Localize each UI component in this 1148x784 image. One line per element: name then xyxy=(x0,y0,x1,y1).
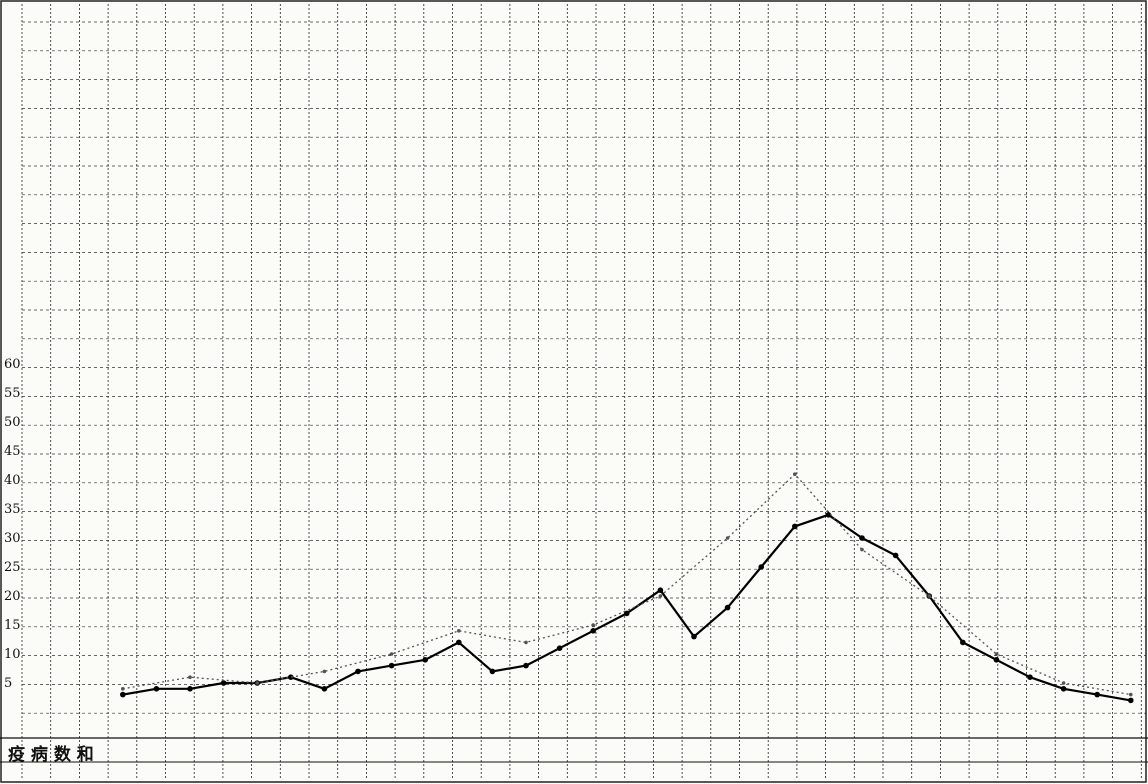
y-tick-label: 55 xyxy=(4,386,21,401)
series-1-point xyxy=(355,669,361,675)
series-2-point xyxy=(255,681,259,685)
series-2-point xyxy=(793,472,797,476)
series-2-point xyxy=(121,687,125,691)
series-2-point xyxy=(860,548,864,552)
series-2-point xyxy=(726,536,730,540)
series-2-point xyxy=(323,670,327,674)
series-1-point xyxy=(1027,674,1033,680)
y-tick-label: 15 xyxy=(4,618,21,633)
series-1-point xyxy=(994,657,1000,663)
series-2-point xyxy=(1062,681,1066,685)
y-tick-label: 40 xyxy=(4,473,21,488)
row-label: 疫 病 数 和 xyxy=(8,744,94,765)
series-1-point xyxy=(490,669,496,675)
series-2-point xyxy=(591,623,595,627)
series-1-point xyxy=(422,657,428,663)
series-1-point xyxy=(523,663,529,669)
series-2-point xyxy=(390,652,394,656)
y-tick-label: 60 xyxy=(4,357,21,372)
y-axis-ticks: 5 10 15 20 25 30 35 40 45 50 55 60 xyxy=(4,357,21,691)
series-2-point xyxy=(1129,693,1133,697)
series-2-point xyxy=(927,594,931,598)
y-tick-label: 10 xyxy=(4,647,21,662)
series-1-point xyxy=(1061,686,1067,692)
y-tick-label: 35 xyxy=(4,502,21,517)
series-1-point xyxy=(691,634,697,640)
series-2-point xyxy=(188,675,192,679)
series-1-point xyxy=(120,692,126,698)
series-1-point xyxy=(154,686,160,692)
series-2-line xyxy=(123,474,1131,694)
y-tick-label: 20 xyxy=(4,589,21,604)
series-2-point xyxy=(524,641,528,645)
series-1-point xyxy=(221,680,227,686)
series-1-point xyxy=(187,686,193,692)
series-1-point xyxy=(792,524,798,530)
series-1-point xyxy=(658,587,664,593)
series-2-point xyxy=(659,594,663,598)
y-tick-label: 50 xyxy=(4,415,21,430)
series-1-point xyxy=(456,640,462,646)
series-1-point xyxy=(725,605,731,611)
bottom-label-row: 疫 病 数 和 xyxy=(8,744,94,765)
series-layer xyxy=(120,472,1134,703)
series-1-point xyxy=(389,663,395,669)
y-tick-label: 30 xyxy=(4,531,21,546)
series-1-point xyxy=(1094,692,1100,698)
series-1-point xyxy=(557,645,563,651)
y-tick-label: 45 xyxy=(4,444,21,459)
series-1-point xyxy=(1128,698,1134,704)
series-1-point xyxy=(960,640,966,646)
series-1-point xyxy=(590,628,596,634)
series-1-point xyxy=(893,553,899,559)
series-1-point xyxy=(322,686,328,692)
series-1-point xyxy=(758,564,764,570)
series-2-point xyxy=(457,629,461,633)
y-tick-label: 25 xyxy=(4,560,21,575)
series-1-point xyxy=(859,535,865,541)
series-1-line xyxy=(123,515,1131,701)
y-tick-label: 5 xyxy=(4,676,12,691)
series-2-point xyxy=(995,652,999,656)
